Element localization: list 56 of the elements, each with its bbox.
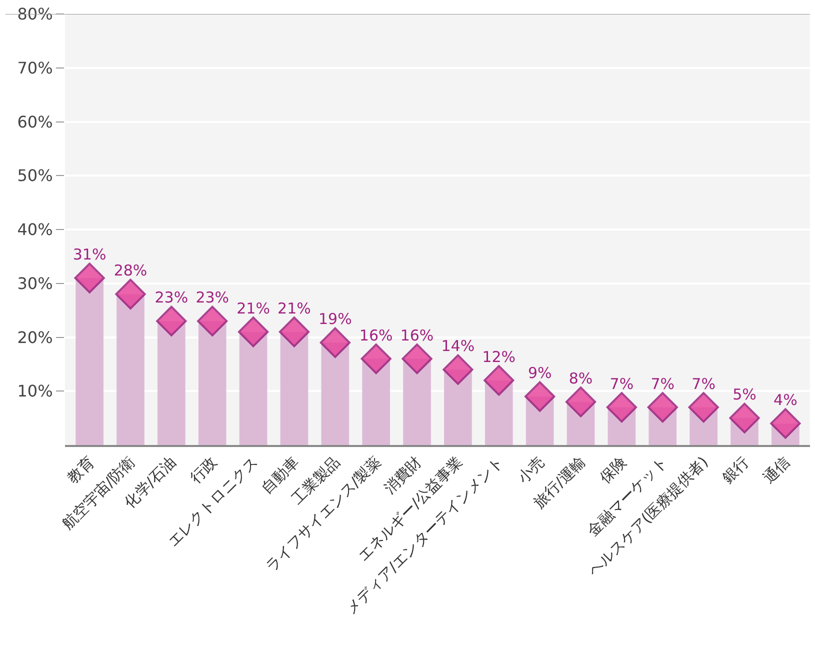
data-label: 7% [692, 374, 716, 393]
bar [280, 332, 308, 445]
data-label: 28% [114, 262, 148, 280]
bar [158, 321, 186, 445]
y-tick-label: 10% [17, 382, 53, 401]
point [606, 392, 637, 423]
point [770, 408, 801, 439]
y-tick-label: 80% [17, 4, 53, 24]
x-tick-label: 保険 [596, 452, 630, 487]
x-tick-label: 行政 [186, 452, 220, 487]
data-label: 4% [774, 390, 798, 409]
point [278, 316, 310, 348]
data-label: 16% [359, 326, 393, 344]
point [402, 344, 432, 374]
data-label: 31% [72, 245, 106, 264]
data-label: 21% [236, 299, 270, 318]
point [156, 306, 187, 336]
point [442, 354, 474, 385]
point [729, 402, 760, 434]
y-tick-label: 70% [17, 58, 53, 78]
y-tick-label: 20% [17, 328, 53, 347]
point [320, 327, 350, 358]
data-label: 7% [650, 374, 675, 393]
data-label: 7% [610, 374, 634, 393]
data-label: 23% [196, 288, 230, 307]
data-label: 21% [278, 299, 311, 318]
data-label: 12% [482, 348, 516, 366]
point [74, 262, 105, 294]
bar [116, 294, 144, 445]
point [115, 278, 146, 310]
data-label: 19% [318, 310, 352, 328]
bar [76, 278, 104, 445]
x-tick-label: 小売 [514, 452, 548, 487]
y-tick-label: 60% [17, 112, 53, 132]
data-label: 9% [528, 364, 552, 382]
point [360, 344, 392, 374]
data-label: 23% [154, 288, 188, 307]
x-tick-label: 銀行 [718, 452, 753, 487]
x-tick-label: 通信 [760, 452, 794, 487]
point [688, 392, 719, 423]
bar [321, 342, 350, 445]
data-label: 5% [732, 386, 756, 404]
bar [239, 332, 268, 445]
point [238, 316, 269, 348]
data-label: 14% [441, 337, 475, 356]
point [484, 365, 514, 396]
y-tick-label: 30% [17, 274, 53, 293]
y-tick-label: 50% [17, 166, 53, 186]
data-label: 16% [400, 326, 434, 344]
y-tick-label: 40% [17, 220, 53, 240]
point [647, 392, 678, 423]
point [524, 381, 556, 412]
point [565, 386, 596, 418]
data-label: 8% [568, 369, 593, 388]
point [197, 306, 228, 336]
bar [198, 321, 226, 445]
